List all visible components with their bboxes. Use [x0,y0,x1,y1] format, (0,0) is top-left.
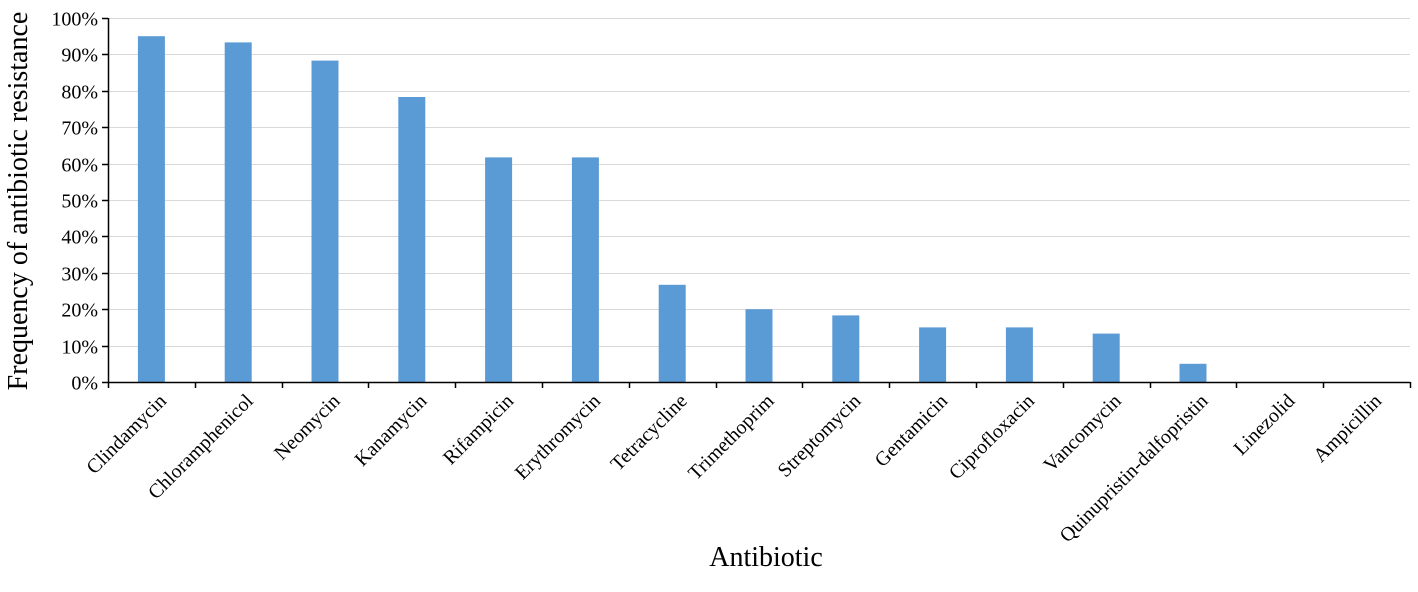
bar [832,315,860,382]
y-tick-label: 10% [61,337,98,359]
x-category-label: Clindamycin [82,390,171,479]
x-category-label: Trimethoprim [684,390,779,485]
y-tick-label: 100% [51,9,98,31]
bar [398,97,426,382]
bar [137,36,165,382]
bar [1179,363,1207,382]
y-tick-label: 20% [61,300,98,322]
x-category-label: Kanamycin [351,390,432,471]
y-tick-label: 40% [61,227,98,249]
y-tick-label: 0% [71,373,98,395]
x-category-label: Ciprofloxacin [945,390,1039,484]
x-category-label: Vancomycin [1039,390,1125,476]
bar [485,157,513,382]
bar [1092,333,1120,382]
y-tick-label: 50% [61,191,98,213]
x-category-label: Tetracycline [606,390,691,475]
axes [102,17,1412,388]
y-tick-label: 90% [61,45,98,67]
bar [658,284,686,382]
bar [224,42,252,383]
bar [919,327,947,382]
y-tick-label: 60% [61,155,98,177]
x-category-label: Neomycin [270,390,344,464]
bar [745,309,773,382]
gridlines [108,18,1410,347]
x-category-label: Erythromycin [511,390,605,484]
x-category-label: Quinupristin-dalfopristin [1056,390,1213,547]
y-tick-label: 30% [61,264,98,286]
bar [311,60,339,382]
bars [137,36,1207,383]
y-tick-labels: 0% 10% 20% 30% 40% 50% 60% 70% 80% 90% 100% [51,9,98,395]
x-category-label: Rifampicin [439,390,518,469]
x-category-label: Linezolid [1230,390,1300,460]
x-category-label: Streptomycin [774,390,866,482]
y-tick-label: 80% [61,82,98,104]
y-axis-title: Frequency of antibiotic resistance [3,12,34,391]
y-tick-label: 70% [61,118,98,140]
bar [571,157,599,382]
bar [1005,327,1033,382]
x-category-label: Gentamicin [871,390,953,472]
x-category-label: Ampicillin [1309,390,1386,467]
x-axis-title: Antibiotic [709,542,823,573]
